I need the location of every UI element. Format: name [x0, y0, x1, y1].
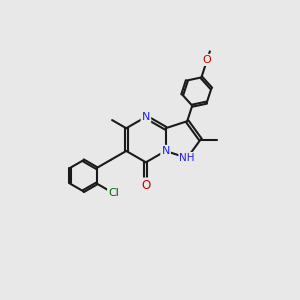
Text: N: N — [161, 146, 170, 156]
Text: O: O — [141, 179, 151, 192]
Text: O: O — [203, 55, 212, 65]
Text: N: N — [142, 112, 150, 122]
Text: Cl: Cl — [108, 188, 119, 198]
Text: NH: NH — [179, 153, 195, 163]
